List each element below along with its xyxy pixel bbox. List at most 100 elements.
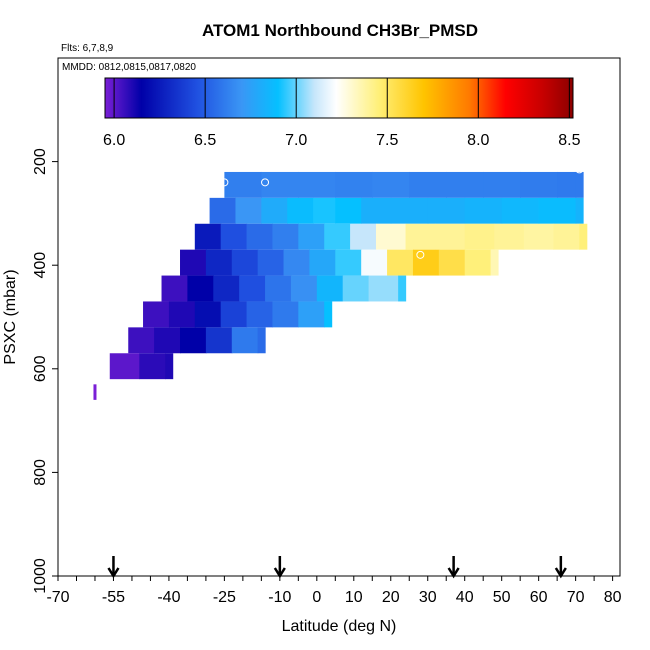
x-axis-label: Latitude (deg N) (282, 618, 397, 635)
x-tick-label: 40 (456, 589, 474, 606)
heatmap-cell (257, 249, 285, 276)
heatmap-cell (490, 249, 499, 276)
x-tick-label: 10 (345, 589, 363, 606)
y-tick-label: 200 (32, 148, 49, 175)
flight-arrow (447, 556, 460, 579)
flight-arrow (273, 556, 286, 579)
heatmap-cell (298, 223, 325, 250)
heatmap-cell (427, 197, 466, 224)
x-tick-label: 70 (567, 589, 585, 606)
heatmap-cell (538, 197, 577, 224)
x-tick-label: -70 (46, 589, 69, 606)
heatmap-cell (372, 171, 410, 198)
heatmap-cell (575, 171, 584, 198)
heatmap-cell (161, 275, 189, 302)
heatmap-cell (368, 275, 399, 302)
heatmap-cell (231, 249, 259, 276)
colorbar-tick-label: 6.0 (103, 132, 125, 149)
colorbar-tick-label: 8.0 (467, 132, 489, 149)
heatmap-cell (209, 197, 237, 224)
heatmap-cell (409, 171, 447, 198)
heatmap-cell (246, 301, 274, 328)
x-tick-label: -55 (102, 589, 125, 606)
heatmap-cells (93, 171, 588, 400)
dates-label: MMDD: 0812,0815,0817,0820 (62, 62, 196, 73)
colorbar: 6.0 6.5 7.0 7.5 8.0 8.5 (103, 77, 581, 149)
heatmap-cell (464, 223, 495, 250)
heatmap-cell (168, 301, 196, 328)
y-tick-label: 400 (32, 252, 49, 279)
heatmap-cell (298, 301, 325, 328)
flight-arrow (554, 556, 567, 579)
heatmap-cell (205, 249, 233, 276)
heatmap-cell (557, 171, 577, 198)
flight-arrow-head (107, 567, 120, 579)
sample-marker (220, 178, 229, 187)
heatmap-cell (154, 327, 181, 354)
sample-marker (261, 178, 270, 187)
heatmap-cell (575, 197, 584, 224)
heatmap-cell (316, 275, 344, 302)
heatmap-cell (390, 197, 429, 224)
heatmap-cell (464, 249, 492, 276)
flight-arrow (107, 556, 120, 579)
y-tick-label: 800 (32, 459, 49, 486)
x-tick-label: 60 (530, 589, 548, 606)
plot-frame (57, 57, 621, 577)
y-axis-label: PSXC (mbar) (2, 269, 19, 364)
heatmap-cell (287, 197, 314, 224)
heatmap-cell (220, 301, 248, 328)
heatmap-cell (523, 223, 555, 250)
heatmap-cell (313, 197, 336, 224)
heatmap-cell (265, 275, 292, 302)
colorbar-tick-label: 8.5 (558, 132, 580, 149)
heatmap-cell (290, 275, 318, 302)
x-tick-label: -40 (157, 589, 180, 606)
heatmap-cell (180, 327, 207, 354)
heatmap-cell (224, 171, 262, 198)
heatmap-cell (446, 171, 484, 198)
heatmap-cell (261, 197, 288, 224)
heatmap-cell (405, 223, 436, 250)
heatmap-cell (220, 223, 248, 250)
heatmap-cell (335, 171, 373, 198)
heatmap-cell (438, 249, 466, 276)
heatmap-cell (298, 171, 336, 198)
x-axis: -70 -55 -40 -25 -10 0 10 20 30 40 50 60 70 80 (46, 576, 622, 606)
heatmap-cell (283, 249, 311, 276)
heatmap-cell (180, 249, 207, 276)
heatmap-cell (324, 223, 351, 250)
heatmap-cell (464, 197, 503, 224)
x-tick-label: 50 (493, 589, 511, 606)
heatmap-cell (109, 353, 140, 380)
y-axis: 200 400 600 800 1000 (32, 148, 58, 594)
heatmap-cell (435, 223, 466, 250)
heatmap-cell (128, 327, 155, 354)
heatmap-cell (235, 197, 262, 224)
heatmap-cell (494, 223, 525, 250)
heatmap-cell (342, 275, 370, 302)
heatmap-cell (272, 223, 299, 250)
sample-marker (416, 250, 425, 259)
heatmap-cell (93, 384, 97, 400)
colorbar-tick-label: 7.0 (285, 132, 307, 149)
x-tick-label: -25 (213, 589, 236, 606)
flight-arrow-head (554, 567, 567, 579)
heatmap-cell (194, 223, 222, 250)
sample-markers (220, 165, 584, 259)
heatmap-cell (501, 197, 540, 224)
heatmap-cell (165, 353, 174, 380)
heatmap-cell (361, 249, 388, 276)
heatmap-cell (231, 327, 259, 354)
flight-arrow-head (273, 567, 286, 579)
heatmap-cell (335, 249, 362, 276)
heatmap-cell (246, 223, 274, 250)
heatmap-cell (335, 197, 362, 224)
heatmap-cell (483, 171, 521, 198)
chart-title: ATOM1 Northbound CH3Br_PMSD (202, 21, 478, 40)
heatmap-cell (187, 275, 214, 302)
flight-arrow-head (447, 567, 460, 579)
heatmap-cell (143, 301, 170, 328)
heatmap-cell (387, 249, 414, 276)
